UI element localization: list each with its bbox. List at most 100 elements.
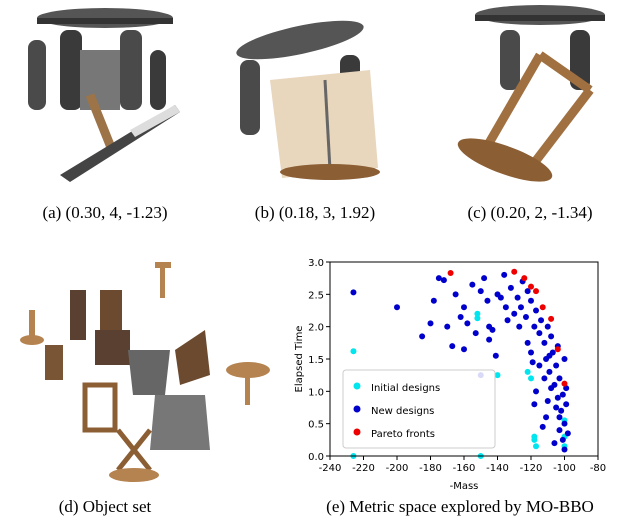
y-tick-label: 0.5 xyxy=(308,420,324,431)
legend-label: New designs xyxy=(371,406,434,417)
caption: (d) Object set xyxy=(59,497,152,516)
data-point xyxy=(461,346,467,352)
data-point xyxy=(540,304,546,310)
data-point xyxy=(441,277,447,283)
legend-label: Pareto fronts xyxy=(371,429,435,440)
x-tick-label: -240 xyxy=(319,463,342,474)
data-point xyxy=(562,381,568,387)
data-point xyxy=(431,298,437,304)
data-point xyxy=(562,356,568,362)
data-point xyxy=(546,369,552,375)
data-point xyxy=(528,350,534,356)
data-point xyxy=(444,324,450,330)
data-point xyxy=(558,408,564,414)
data-point xyxy=(518,304,524,310)
data-point xyxy=(525,369,531,375)
data-point xyxy=(540,424,546,430)
y-tick-label: 2.5 xyxy=(308,290,324,301)
legend-marker xyxy=(354,429,361,436)
data-point xyxy=(543,414,549,420)
y-tick-label: 1.5 xyxy=(308,355,324,366)
data-point xyxy=(469,282,475,288)
data-point xyxy=(505,317,511,323)
data-point xyxy=(419,333,425,339)
data-point xyxy=(350,348,356,354)
x-tick-label: -200 xyxy=(386,463,409,474)
data-point xyxy=(428,320,434,326)
data-point xyxy=(560,437,566,443)
data-point xyxy=(453,291,459,297)
caption: (c) (0.20, 2, -1.34) xyxy=(467,203,592,222)
data-point xyxy=(556,375,562,381)
data-point xyxy=(538,317,544,323)
data-point xyxy=(533,443,539,449)
data-point xyxy=(551,440,557,446)
robot-image-a xyxy=(28,8,180,182)
x-tick-label: -220 xyxy=(352,463,375,474)
data-point xyxy=(350,289,356,295)
data-point xyxy=(489,327,495,333)
data-point xyxy=(560,392,566,398)
data-point xyxy=(546,353,552,359)
x-tick-label: -100 xyxy=(553,463,576,474)
x-tick-label: -120 xyxy=(520,463,543,474)
data-point xyxy=(533,308,539,314)
caption: (a) (0.30, 4, -1.23) xyxy=(42,203,167,222)
x-tick-label: -180 xyxy=(419,463,442,474)
y-tick-label: 1.0 xyxy=(308,387,324,398)
data-point xyxy=(565,430,571,436)
data-point xyxy=(556,427,562,433)
data-point xyxy=(525,340,531,346)
data-point xyxy=(523,314,529,320)
data-point xyxy=(562,447,568,453)
data-point xyxy=(508,285,514,291)
y-axis-label: Elapsed Time xyxy=(294,326,305,393)
data-point xyxy=(474,315,480,321)
data-point xyxy=(531,401,537,407)
data-point xyxy=(533,288,539,294)
object-set-image xyxy=(20,262,270,482)
data-point xyxy=(548,385,554,391)
data-point xyxy=(464,320,470,326)
data-point xyxy=(484,298,490,304)
data-point xyxy=(536,362,542,368)
data-point xyxy=(553,405,559,411)
data-point xyxy=(563,401,569,407)
data-point xyxy=(521,275,527,281)
legend-marker xyxy=(354,383,361,390)
data-point xyxy=(555,346,561,352)
data-point xyxy=(555,395,561,401)
scatter-plot: -240-220-200-180-160-140-120-100-800.00.… xyxy=(294,258,606,492)
data-point xyxy=(528,284,534,290)
data-point xyxy=(556,414,562,420)
data-point xyxy=(536,330,542,336)
data-point xyxy=(449,343,455,349)
data-point xyxy=(394,304,400,310)
x-tick-label: -80 xyxy=(590,463,606,474)
x-tick-label: -140 xyxy=(486,463,509,474)
data-point xyxy=(516,324,522,330)
x-axis-label: -Mass xyxy=(450,481,479,492)
data-point xyxy=(553,362,559,368)
data-point xyxy=(493,353,499,359)
data-point xyxy=(545,398,551,404)
robot-image-b xyxy=(234,13,380,180)
data-point xyxy=(562,421,568,427)
data-point xyxy=(458,314,464,320)
caption: (b) (0.18, 3, 1.92) xyxy=(255,203,375,222)
data-point xyxy=(531,324,537,330)
data-point xyxy=(486,337,492,343)
data-point xyxy=(515,295,521,301)
data-point xyxy=(478,288,484,294)
data-point xyxy=(511,311,517,317)
data-point xyxy=(541,340,547,346)
data-point xyxy=(545,324,551,330)
figure: (a) (0.30, 4, -1.23) (b) (0.18, 3, 1.92)… xyxy=(0,0,628,522)
data-point xyxy=(501,272,507,278)
data-point xyxy=(473,330,479,336)
data-point xyxy=(531,437,537,443)
y-tick-label: 2.0 xyxy=(308,323,324,334)
legend-marker xyxy=(354,406,361,413)
data-point xyxy=(481,275,487,281)
data-point xyxy=(548,333,554,339)
